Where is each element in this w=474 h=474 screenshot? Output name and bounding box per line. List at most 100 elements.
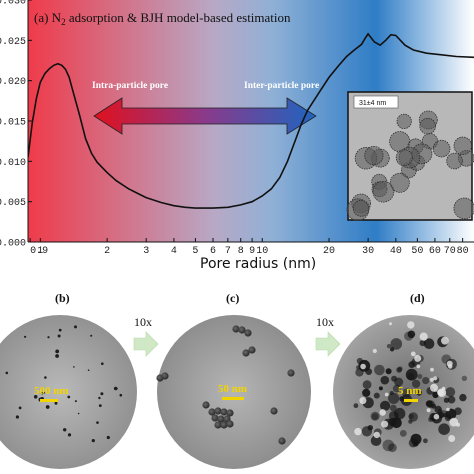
lattice-blob (412, 379, 421, 388)
nanoparticle-dot (54, 401, 58, 405)
nanoparticle-dot (106, 435, 110, 440)
micrograph-panel-c: (c) 50 nm (156, 291, 311, 469)
nanoparticle (226, 420, 234, 428)
y-tick-label: 0.000 (0, 239, 26, 250)
nanoparticle-dot (98, 396, 101, 400)
nanoparticle (214, 421, 222, 429)
zoom-arrow-1: 10x (133, 315, 159, 357)
nanoparticle (161, 372, 169, 380)
lattice-highlight (441, 336, 449, 345)
lattice-highlight (429, 377, 434, 382)
nanoparticle (202, 401, 210, 409)
lattice-highlight (389, 322, 392, 326)
nanoparticle-dot (87, 369, 90, 372)
nanoparticle-dot (91, 439, 95, 443)
nanoparticle (217, 415, 225, 423)
x-tick-label: 5 (192, 246, 198, 257)
scale-label-b: 500 nm (34, 385, 69, 397)
lattice-blob (380, 400, 391, 411)
lattice-blob (382, 439, 395, 452)
panel-letter-c: (c) (226, 291, 239, 305)
lattice-blob (391, 417, 402, 429)
double-arrow-icon (93, 97, 317, 135)
lattice-blob (374, 364, 385, 376)
lattice-blob (373, 392, 380, 399)
y-tick-label: 0.020 (0, 77, 26, 88)
lattice-blob (389, 347, 395, 352)
x-tick-label: 30 (362, 246, 374, 257)
lattice-blob (355, 368, 364, 377)
lattice-blob (445, 408, 457, 420)
lattice-blob (388, 443, 397, 453)
lattice-highlight (354, 427, 362, 436)
nanoparticle-dot (67, 433, 72, 437)
nanoparticle-dot (41, 392, 44, 395)
lattice-blob (408, 438, 418, 448)
x-tick-label: 0.9 (30, 246, 48, 257)
lattice-blob (447, 395, 456, 404)
x-axis-label: Pore radius (nm) (200, 256, 316, 272)
inset-label-box (353, 95, 399, 109)
inset-label: 31±4 nm (359, 100, 386, 107)
nanoparticle-dot (73, 366, 75, 368)
inset-nanoparticle (453, 197, 474, 220)
scale-label-d: 5 nm (398, 385, 422, 397)
zoom-label-2: 10x (316, 315, 334, 329)
nanoparticle-dot (100, 392, 104, 396)
lattice-highlight (379, 409, 387, 416)
scale-bar-b (40, 399, 58, 402)
nanoparticle-dot (58, 328, 62, 332)
nanoparticle-dot (98, 404, 102, 407)
lattice-blob (425, 400, 433, 408)
lattice-blob (385, 368, 392, 375)
lattice-blob (443, 397, 450, 403)
nanoparticle (211, 414, 219, 422)
inset-nanoparticle (432, 139, 451, 158)
nanoparticle-dot (57, 334, 61, 338)
nanoparticle-dot (45, 405, 50, 409)
y-tick-label: 0.005 (0, 198, 26, 209)
nanoparticle-dot (119, 393, 123, 397)
inset-nanoparticle (446, 152, 463, 170)
arrow-right-icon (133, 331, 159, 357)
lattice-blob (432, 391, 439, 399)
inset-nanoparticles (346, 110, 474, 222)
lattice-blob (423, 438, 428, 444)
y-tick-label: 0.025 (0, 37, 26, 48)
nanoparticle-dot (24, 335, 27, 338)
lattice-blob (389, 391, 394, 395)
nanoparticle-dot (74, 400, 77, 403)
lattice-highlight (410, 351, 416, 357)
nanoparticle-dot (15, 415, 19, 419)
nanoparticle-dot (115, 387, 118, 390)
lattice-blob (405, 368, 418, 381)
lattice-highlight (381, 420, 389, 428)
lattice-highlight (446, 407, 450, 412)
lattice-blob (370, 435, 382, 447)
lattice-highlight (426, 408, 431, 413)
nanoparticle (278, 437, 286, 445)
nanoparticle (242, 349, 250, 357)
lattice-blob (417, 374, 423, 379)
lattice-blob (438, 423, 450, 436)
nanoparticle-dot (47, 336, 50, 339)
lattice-highlight (449, 417, 459, 427)
inset-nanoparticle (396, 113, 412, 130)
chart-panel-a: 0.0000.0050.0100.0150.0200.0250.030 0.91… (0, 0, 474, 272)
nanoparticle (220, 408, 228, 416)
x-tick-label: 40 (390, 246, 402, 257)
tem-image-b (0, 315, 137, 469)
nanoparticle-dot (101, 362, 104, 366)
lattice-blob (362, 388, 371, 397)
lattice-highlight (414, 354, 422, 362)
tem-image-c (157, 315, 311, 469)
lattice-highlight (437, 388, 447, 398)
lattice-blob (378, 386, 383, 391)
x-tick-label: 9 (249, 246, 255, 257)
nanoparticle (244, 329, 252, 337)
x-tick-label: 6 (210, 246, 216, 257)
x-tick-label: 50 (411, 246, 423, 257)
lattice-highlight (456, 422, 460, 427)
inset-nanoparticle (395, 149, 413, 167)
